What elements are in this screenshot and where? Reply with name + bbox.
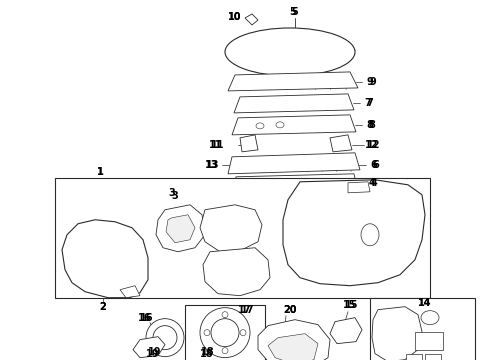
Ellipse shape [276,122,284,128]
Text: 20: 20 [283,305,297,315]
Text: 6: 6 [370,160,377,170]
Polygon shape [258,320,330,360]
Ellipse shape [421,311,439,325]
Text: 7: 7 [367,98,373,108]
Text: 18: 18 [201,347,215,357]
Ellipse shape [225,28,355,76]
Ellipse shape [146,319,184,357]
Ellipse shape [222,348,228,354]
Ellipse shape [361,224,379,246]
Polygon shape [166,215,195,243]
Polygon shape [240,135,258,152]
Polygon shape [133,337,165,357]
Text: 9: 9 [367,77,373,87]
Polygon shape [156,205,205,252]
Text: 17: 17 [241,305,255,315]
Text: 1: 1 [97,167,103,177]
Polygon shape [348,182,370,193]
Text: 18: 18 [200,348,214,359]
Text: 13: 13 [206,160,220,170]
Text: 20: 20 [283,305,297,315]
Text: 1: 1 [97,167,103,177]
Ellipse shape [240,330,246,336]
Text: 2: 2 [99,302,106,312]
Text: 2: 2 [99,302,106,312]
Text: 7: 7 [365,98,371,108]
Text: 19: 19 [146,348,160,359]
Polygon shape [228,72,358,91]
Polygon shape [372,307,422,360]
Text: 3: 3 [172,191,178,201]
Polygon shape [120,286,140,298]
Bar [425,354,441,360]
Bar [406,354,422,360]
Bar [370,298,475,360]
Polygon shape [245,14,258,25]
Text: 12: 12 [367,140,381,150]
Text: 14: 14 [418,298,432,308]
Text: 12: 12 [365,140,379,150]
Text: 5: 5 [290,7,296,17]
Text: 9: 9 [369,77,376,87]
Text: 4: 4 [370,178,377,188]
Ellipse shape [200,308,250,357]
Text: 16: 16 [138,313,152,323]
Ellipse shape [222,312,228,318]
Text: 15: 15 [345,300,359,310]
Bar [415,332,443,350]
Ellipse shape [153,326,177,350]
Text: 10: 10 [228,12,242,22]
Text: 8: 8 [367,120,373,130]
Polygon shape [232,174,358,195]
Polygon shape [228,153,360,174]
Text: 10: 10 [228,12,242,22]
Polygon shape [234,94,354,113]
Bar [185,305,265,360]
Text: 8: 8 [368,120,375,130]
Ellipse shape [204,330,210,336]
Text: 11: 11 [209,140,223,150]
Ellipse shape [211,319,239,347]
Polygon shape [203,248,270,296]
Text: 14: 14 [418,298,432,308]
Text: 17: 17 [238,305,252,315]
Text: 11: 11 [211,140,225,150]
Text: 6: 6 [372,160,379,170]
Text: 13: 13 [205,160,219,170]
Polygon shape [330,318,362,344]
Polygon shape [232,115,356,135]
Polygon shape [200,205,262,252]
Bar [55,178,430,298]
Polygon shape [62,220,148,298]
Text: 19: 19 [148,347,162,357]
Text: 15: 15 [343,300,357,310]
Ellipse shape [256,123,264,129]
Polygon shape [283,180,425,286]
Polygon shape [268,334,318,360]
Text: 16: 16 [140,313,154,323]
Text: 4: 4 [368,178,375,188]
Text: 3: 3 [169,188,175,198]
Text: 5: 5 [292,7,298,17]
Polygon shape [330,135,352,152]
